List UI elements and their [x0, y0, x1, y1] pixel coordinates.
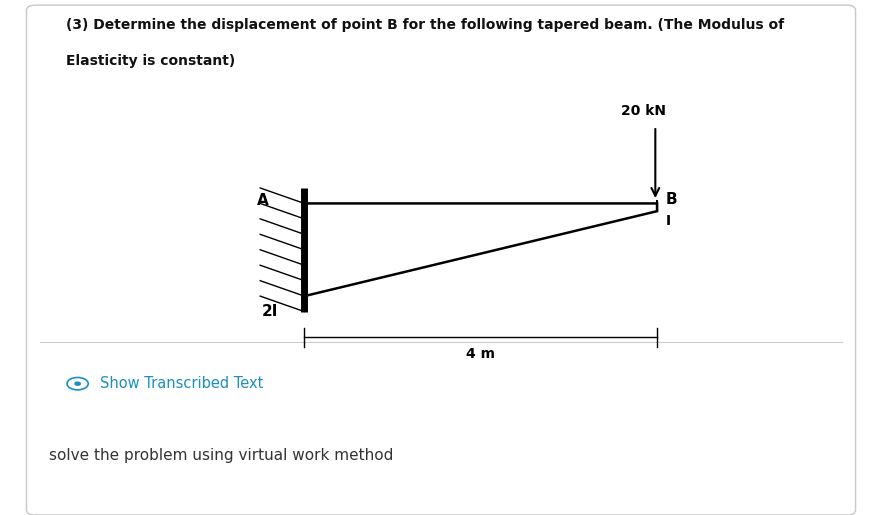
Text: 20 kN: 20 kN [621, 105, 667, 118]
Circle shape [75, 382, 80, 385]
Text: Elasticity is constant): Elasticity is constant) [66, 54, 235, 68]
FancyBboxPatch shape [26, 5, 856, 515]
Text: (3) Determine the displacement of point B for the following tapered beam. (The M: (3) Determine the displacement of point … [66, 18, 784, 32]
Text: 2I: 2I [261, 304, 278, 319]
Text: B: B [666, 192, 677, 208]
Text: I: I [666, 214, 671, 228]
Text: Show Transcribed Text: Show Transcribed Text [100, 376, 263, 391]
Text: solve the problem using virtual work method: solve the problem using virtual work met… [49, 448, 392, 464]
Text: 4 m: 4 m [467, 347, 495, 360]
Polygon shape [304, 203, 657, 296]
Text: A: A [258, 193, 269, 209]
